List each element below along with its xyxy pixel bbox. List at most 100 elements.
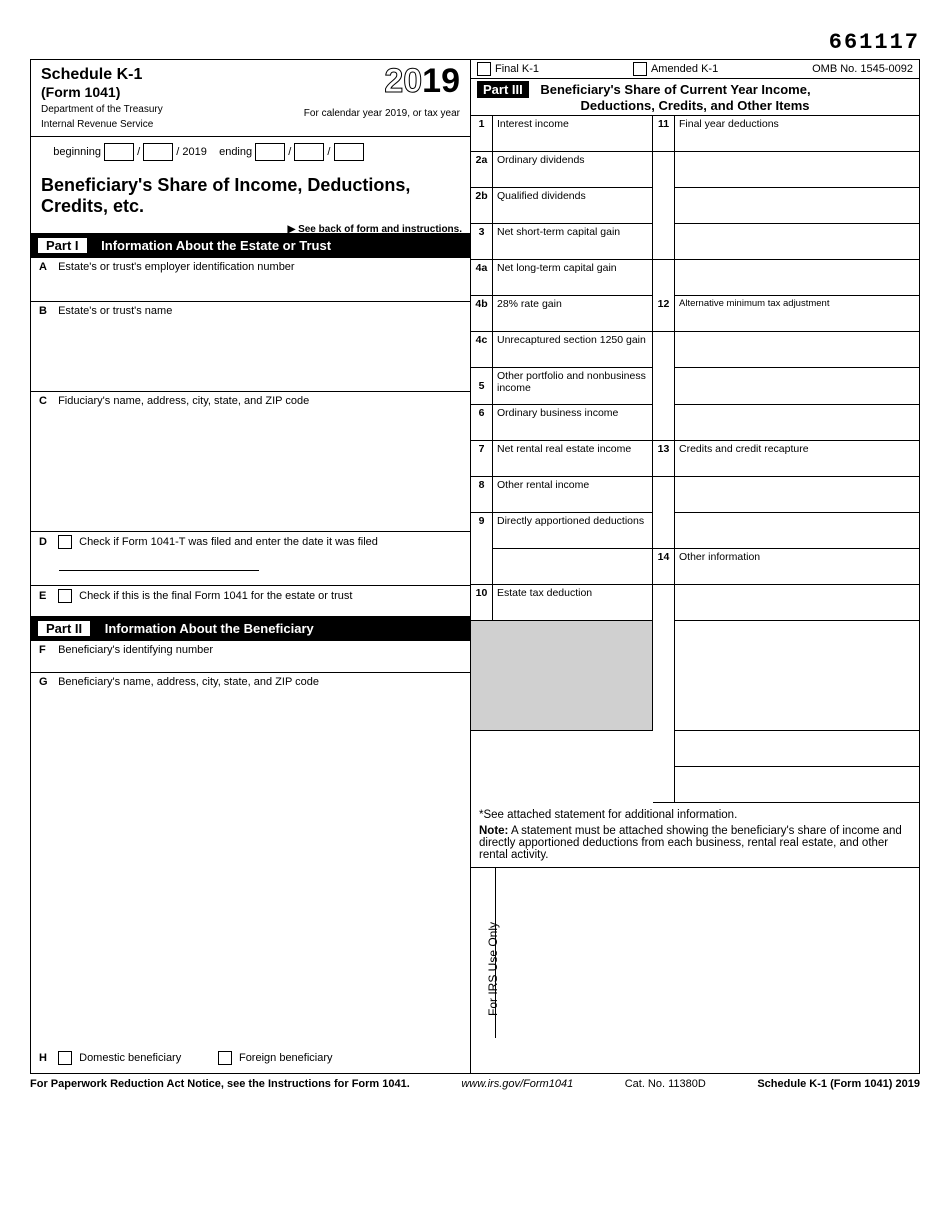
begin-month[interactable] <box>104 143 134 161</box>
line-e: E Check if this is the final Form 1041 f… <box>31 586 470 616</box>
year-prefix: 20 <box>384 62 422 100</box>
letter-c: C <box>39 395 55 407</box>
num-4a: 4a <box>471 260 493 296</box>
notes-area: *See attached statement for additional i… <box>471 803 919 868</box>
part3-title-1: Beneficiary's Share of Current Year Inco… <box>540 82 810 97</box>
num-11: 11 <box>653 116 675 152</box>
blank-11d <box>653 224 675 260</box>
val-12c[interactable] <box>675 368 919 405</box>
checkbox-amended-k1[interactable] <box>633 62 647 76</box>
checkbox-e[interactable] <box>58 589 72 603</box>
label-4b[interactable]: 28% rate gain <box>493 296 653 332</box>
num-6: 6 <box>471 405 493 441</box>
part2-label: Part II <box>37 620 91 637</box>
num-4b: 4b <box>471 296 493 332</box>
num-10: 10 <box>471 585 493 621</box>
end-month[interactable] <box>255 143 285 161</box>
val-11c[interactable] <box>675 188 919 224</box>
checkbox-foreign[interactable] <box>218 1051 232 1065</box>
letter-h: H <box>39 1052 55 1064</box>
part1-header: Part I Information About the Estate or T… <box>31 233 470 258</box>
label-1[interactable]: Interest income <box>493 116 653 152</box>
form-body: Schedule K-1 (Form 1041) 2019 Department… <box>30 59 920 1074</box>
line-d-date[interactable] <box>59 557 259 571</box>
end-day[interactable] <box>294 143 324 161</box>
blank-12c <box>653 368 675 405</box>
val-14d[interactable] <box>675 731 919 767</box>
line-d: D Check if Form 1041-T was filed and ent… <box>31 532 470 586</box>
val-13c[interactable] <box>675 513 919 549</box>
num-8: 8 <box>471 477 493 513</box>
form-number: 661117 <box>30 30 920 55</box>
line-a[interactable]: A Estate's or trust's employer identific… <box>31 258 470 302</box>
num-12: 12 <box>653 296 675 332</box>
letter-e: E <box>39 590 55 602</box>
beginning-label: beginning <box>53 146 101 158</box>
line-g-text: Beneficiary's name, address, city, state… <box>58 676 319 688</box>
final-k1-label: Final K-1 <box>495 63 539 75</box>
see-attached: *See attached statement for additional i… <box>479 809 911 821</box>
num-2a: 2a <box>471 152 493 188</box>
blank-11c <box>653 188 675 224</box>
line-b[interactable]: B Estate's or trust's name <box>31 302 470 392</box>
label-14[interactable]: Other information <box>675 549 919 585</box>
begin-day[interactable] <box>143 143 173 161</box>
label-12[interactable]: Alternative minimum tax adjustment <box>675 296 919 332</box>
val-14b[interactable] <box>675 585 919 621</box>
domestic-label: Domestic beneficiary <box>79 1052 181 1064</box>
line-f[interactable]: F Beneficiary's identifying number <box>31 641 470 673</box>
label-2b[interactable]: Qualified dividends <box>493 188 653 224</box>
label-9[interactable]: Directly apportioned deductions <box>493 513 653 549</box>
blank-12b <box>653 332 675 368</box>
blank-14d <box>653 731 675 767</box>
line-b-text: Estate's or trust's name <box>58 305 172 317</box>
note-bold: Note: <box>479 825 508 837</box>
val-14e[interactable] <box>675 767 919 803</box>
label-4a[interactable]: Net long-term capital gain <box>493 260 653 296</box>
label-13[interactable]: Credits and credit recapture <box>675 441 919 477</box>
val-11b[interactable] <box>675 152 919 188</box>
label-11[interactable]: Final year deductions <box>675 116 919 152</box>
part3-label: Part III <box>477 81 529 98</box>
label-2a[interactable]: Ordinary dividends <box>493 152 653 188</box>
note-text: A statement must be attached showing the… <box>479 825 902 861</box>
share-title-1: Beneficiary's Share of Income, Deduction… <box>41 175 460 196</box>
val-12b[interactable] <box>675 332 919 368</box>
letter-d: D <box>39 536 55 548</box>
num-14: 14 <box>653 549 675 585</box>
blank-11b <box>653 152 675 188</box>
label-8[interactable]: Other rental income <box>493 477 653 513</box>
line-h: H Domestic beneficiary Foreign beneficia… <box>39 1051 333 1065</box>
label-5[interactable]: Other portfolio and nonbusiness income <box>493 368 653 405</box>
label-3[interactable]: Net short-term capital gain <box>493 224 653 260</box>
date-line: beginning / / 2019 ending / / <box>31 137 470 171</box>
num-4c: 4c <box>471 332 493 368</box>
checkbox-domestic[interactable] <box>58 1051 72 1065</box>
share-title: Beneficiary's Share of Income, Deduction… <box>31 171 470 219</box>
omb-number: OMB No. 1545-0092 <box>812 63 913 75</box>
footer-paperwork: For Paperwork Reduction Act Notice, see … <box>30 1078 410 1090</box>
line-g[interactable]: G Beneficiary's name, address, city, sta… <box>31 673 470 1073</box>
val-11d[interactable] <box>675 224 919 260</box>
label-7[interactable]: Net rental real estate income <box>493 441 653 477</box>
year-suffix: 19 <box>422 62 460 100</box>
blank-14b <box>653 585 675 621</box>
val-13b[interactable] <box>675 477 919 513</box>
checkbox-final-k1[interactable] <box>477 62 491 76</box>
line-c[interactable]: C Fiduciary's name, address, city, state… <box>31 392 470 532</box>
blank-14c <box>653 621 675 731</box>
label-6[interactable]: Ordinary business income <box>493 405 653 441</box>
val-12d[interactable] <box>675 405 919 441</box>
line-a-text: Estate's or trust's employer identificat… <box>58 261 295 273</box>
num-9: 9 <box>471 513 493 549</box>
footer-catno: Cat. No. 11380D <box>625 1078 706 1090</box>
val-14c[interactable] <box>675 621 919 731</box>
label-10[interactable]: Estate tax deduction <box>493 585 653 621</box>
val-9b[interactable] <box>493 549 653 585</box>
part3-title-2: Deductions, Credits, and Other Items <box>477 98 913 113</box>
blank-13b <box>653 477 675 513</box>
end-year[interactable] <box>334 143 364 161</box>
checkbox-d[interactable] <box>58 535 72 549</box>
val-pre12[interactable] <box>675 260 919 296</box>
label-4c[interactable]: Unrecaptured section 1250 gain <box>493 332 653 368</box>
